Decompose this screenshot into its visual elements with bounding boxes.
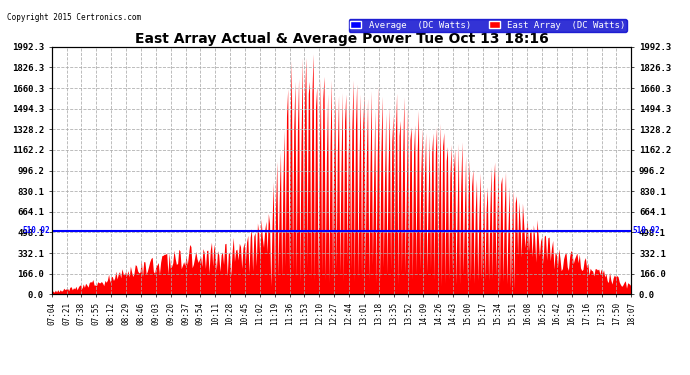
Text: 510.92: 510.92 xyxy=(633,226,660,236)
Text: Copyright 2015 Certronics.com: Copyright 2015 Certronics.com xyxy=(7,13,141,22)
Text: 510.92: 510.92 xyxy=(23,226,50,236)
Title: East Array Actual & Average Power Tue Oct 13 18:16: East Array Actual & Average Power Tue Oc… xyxy=(135,32,549,46)
Legend: Average  (DC Watts), East Array  (DC Watts): Average (DC Watts), East Array (DC Watts… xyxy=(348,19,627,32)
